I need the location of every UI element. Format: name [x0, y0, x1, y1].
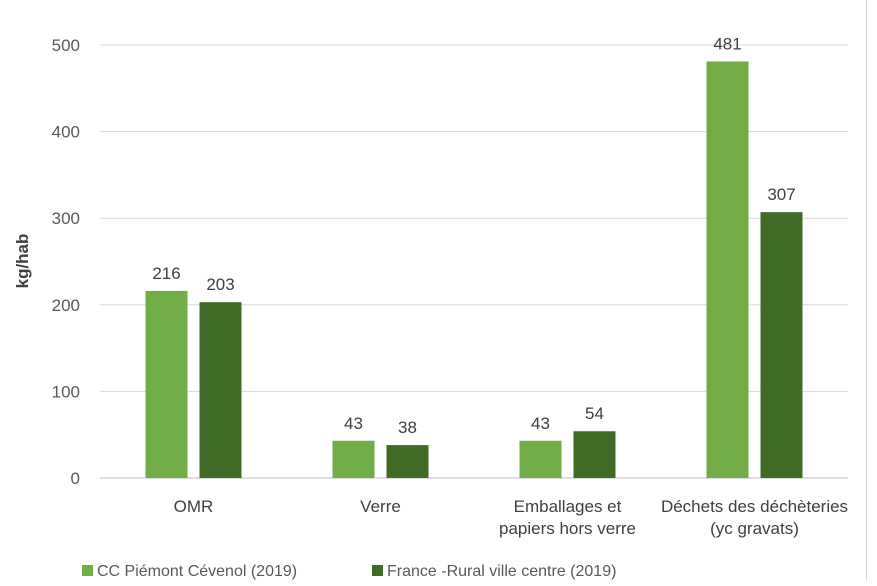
bar-france-rural — [573, 431, 616, 478]
y-tick-label: 100 — [52, 382, 80, 401]
data-label: 43 — [344, 414, 363, 433]
x-tick-label: (yc gravats) — [710, 519, 799, 538]
y-tick-label: 0 — [71, 469, 80, 488]
bar-france-rural — [760, 212, 803, 478]
legend-label: France -Rural ville centre (2019) — [387, 563, 616, 580]
y-tick-label: 400 — [52, 123, 80, 142]
x-tick-label: Déchets des déchèteries — [661, 497, 848, 516]
y-tick-label: 500 — [52, 36, 80, 55]
data-label: 38 — [398, 418, 417, 437]
y-tick-label: 200 — [52, 296, 80, 315]
data-label: 216 — [152, 264, 180, 283]
bar-france-rural — [199, 302, 242, 478]
bar-cc-piemont — [519, 440, 562, 478]
data-label: 307 — [767, 185, 795, 204]
data-label: 481 — [713, 34, 741, 53]
data-label: 203 — [206, 275, 234, 294]
chart-border — [866, 0, 867, 581]
data-label: 43 — [531, 414, 550, 433]
legend-swatch — [82, 565, 93, 576]
legend-swatch — [372, 565, 383, 576]
bar-france-rural — [386, 445, 429, 478]
x-tick-label: Emballages et — [514, 497, 622, 516]
legend-label: CC Piémont Cévenol (2019) — [97, 563, 297, 580]
x-tick-label: OMR — [174, 497, 214, 516]
bar-cc-piemont — [706, 61, 749, 478]
x-tick-label: Verre — [360, 497, 401, 516]
data-label: 54 — [585, 404, 604, 423]
x-tick-label: papiers hors verre — [499, 519, 636, 538]
bar-cc-piemont — [332, 440, 375, 478]
bar-cc-piemont — [145, 290, 188, 478]
y-axis-title: kg/hab — [13, 234, 32, 289]
y-tick-label: 300 — [52, 209, 80, 228]
